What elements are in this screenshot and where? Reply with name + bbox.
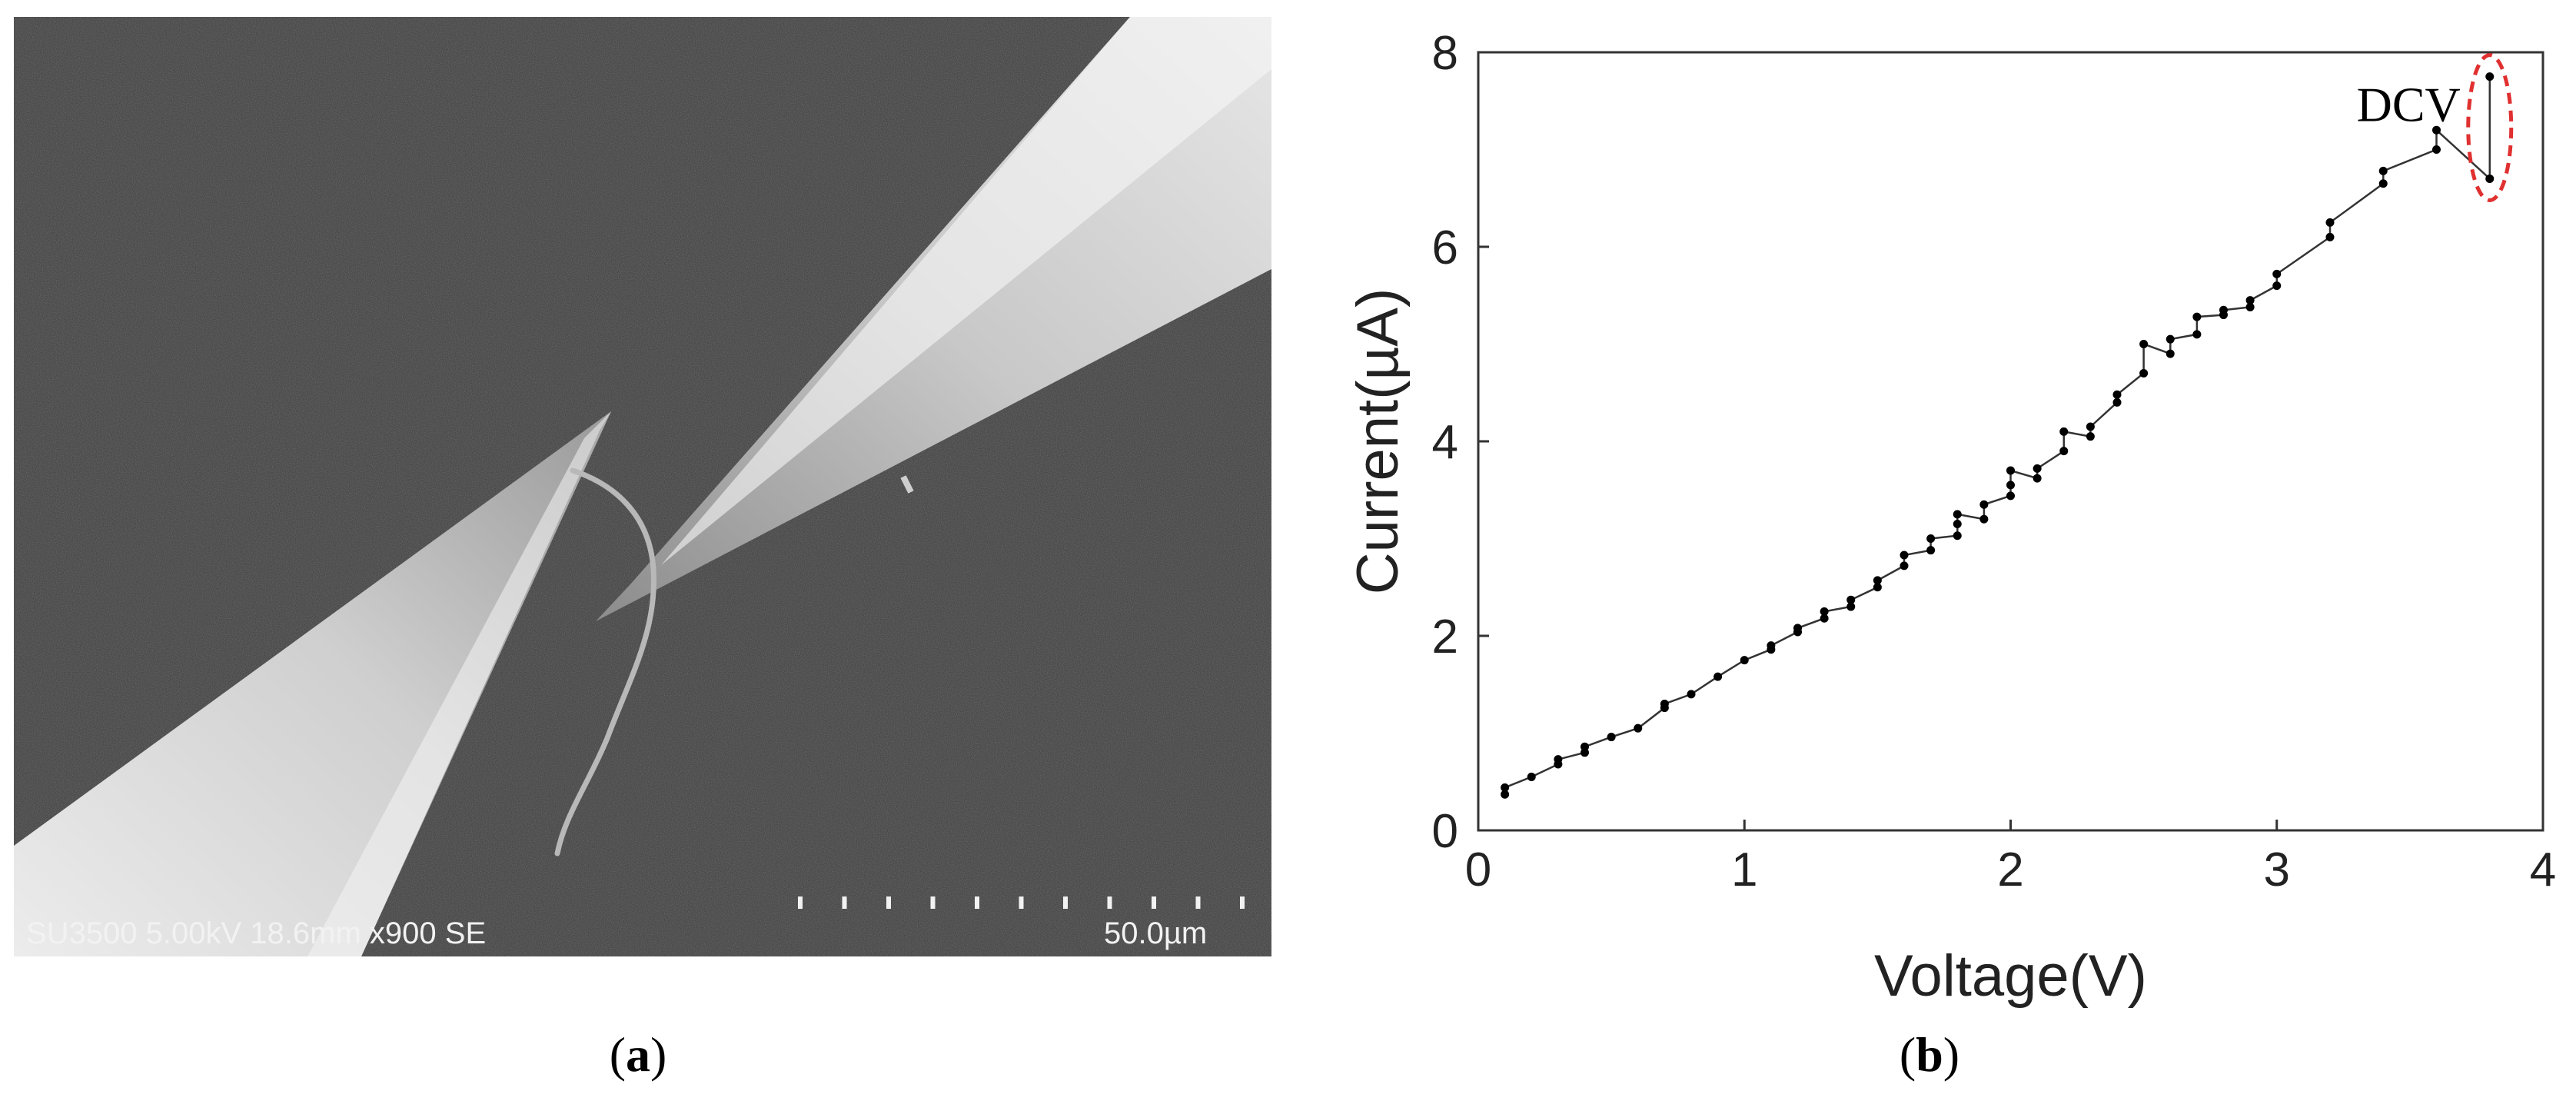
x-tick-label: 2 (1997, 843, 2023, 896)
data-point (1527, 772, 1536, 781)
panel-label-a: (a) (609, 1027, 667, 1082)
scale-bar-tick (798, 896, 803, 909)
data-point (2086, 432, 2095, 441)
data-point (1926, 546, 1936, 555)
data-point (2378, 166, 2388, 175)
scale-bar-tick (1152, 896, 1156, 909)
scale-bar-tick (1107, 896, 1112, 909)
dcv-annotation: DCV (2357, 78, 2461, 132)
y-axis-title: Current(µA) (1345, 288, 1411, 595)
data-point (1820, 607, 1829, 616)
data-point (1979, 500, 1989, 509)
data-point (2166, 349, 2175, 358)
data-point (1846, 602, 1856, 611)
data-point (1820, 614, 1829, 623)
data-point (1900, 561, 1909, 570)
y-tick-label: 8 (1432, 27, 1458, 80)
left-probe-tip (14, 411, 611, 956)
data-point (1607, 733, 1616, 742)
data-point (2272, 269, 2282, 278)
data-point (2219, 305, 2228, 314)
y-axis: 0 2 4 6 8 (1432, 27, 1489, 858)
data-point (2378, 179, 2388, 188)
data-point (2033, 474, 2042, 483)
scale-bar (798, 896, 1245, 909)
data-point (1713, 672, 1723, 681)
data-point (1873, 583, 1882, 592)
data-point (2139, 340, 2149, 348)
data-point (2139, 368, 2149, 378)
data-point (1873, 576, 1882, 585)
data-point (1767, 641, 1776, 650)
data-point (2006, 491, 2015, 501)
x-tick-label: 0 (1465, 843, 1491, 896)
sem-image: SU3500 5.00kV 18.6mm x900 SE 50.0µm (14, 17, 1271, 956)
data-point (2432, 145, 2441, 154)
nanowire (554, 467, 656, 857)
data-point (2245, 296, 2255, 305)
data-point (2033, 464, 2042, 473)
series-path (1504, 76, 2491, 795)
scale-bar-tick (1019, 896, 1024, 909)
x-axis: 0 1 2 3 4 (1465, 820, 2556, 896)
data-point (1900, 551, 1909, 560)
data-point (1793, 624, 1802, 633)
data-point (2006, 466, 2015, 475)
data-point (2006, 481, 2015, 490)
data-point (1953, 531, 1962, 541)
data-point (2325, 218, 2335, 227)
series-points (1501, 72, 2495, 799)
panel-label-b: (b) (1899, 1027, 1960, 1082)
series-line (1504, 76, 2491, 795)
data-point (2325, 232, 2335, 241)
data-point (2166, 334, 2175, 344)
x-axis-title: Voltage(V) (1874, 943, 2147, 1009)
scale-bar-label: 50.0µm (1104, 916, 1207, 950)
iv-chart: 0 1 2 3 4 0 2 4 6 8 Voltage(V) Current(µA) DCV (1345, 27, 2556, 1009)
y-tick-label: 4 (1432, 416, 1458, 469)
x-tick-label: 1 (1731, 843, 1757, 896)
data-point (1501, 783, 1510, 792)
data-point (1660, 700, 1669, 709)
sem-info-text: SU3500 5.00kV 18.6mm x900 SE (26, 916, 486, 950)
dcv-highlight-ellipse (2466, 53, 2514, 202)
data-point (1581, 742, 1589, 751)
data-point (1687, 690, 1696, 699)
data-point (1953, 520, 1962, 529)
data-point (1581, 748, 1589, 757)
data-point (2086, 422, 2095, 431)
scale-bar-tick (930, 896, 936, 909)
data-point (2192, 312, 2202, 321)
data-point (1846, 595, 1856, 604)
data-point (2432, 125, 2441, 135)
data-point (2192, 330, 2202, 339)
data-point (1501, 790, 1510, 799)
data-point (2245, 302, 2255, 311)
data-point (1634, 723, 1643, 733)
scale-bar-tick (886, 896, 891, 909)
x-tick-label: 3 (2264, 843, 2290, 896)
y-tick-label: 2 (1432, 610, 1458, 664)
y-tick-label: 6 (1432, 221, 1458, 274)
scale-bar-tick (1195, 896, 1201, 909)
data-point (2485, 174, 2495, 183)
data-point (2112, 397, 2122, 407)
scale-bar-tick (1063, 896, 1068, 909)
data-point (1979, 514, 1989, 524)
y-tick-label: 0 (1432, 805, 1458, 858)
scale-bar-tick (975, 896, 979, 909)
scale-bar-tick (1240, 896, 1245, 909)
scale-bar-tick (842, 896, 847, 909)
data-point (2059, 447, 2069, 456)
x-tick-label: 4 (2530, 843, 2556, 896)
data-point (1926, 534, 1936, 543)
data-point (1740, 656, 1749, 665)
data-point (1953, 510, 1962, 519)
data-point (2112, 390, 2122, 399)
data-point (2272, 281, 2282, 291)
data-point (2059, 427, 2069, 436)
data-point (2485, 72, 2495, 81)
data-point (1554, 755, 1563, 764)
